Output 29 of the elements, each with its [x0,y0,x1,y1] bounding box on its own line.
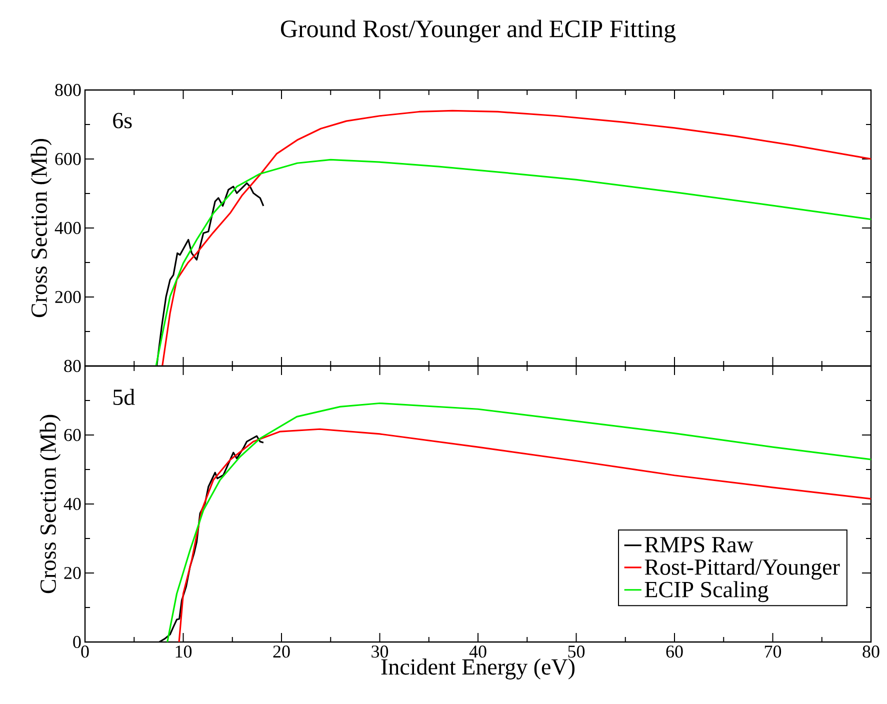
x-tick-label: 70 [764,646,782,658]
y-tick-label: 40 [64,498,81,510]
x-tick-label: 50 [568,646,585,658]
y-tick-label: 60 [64,428,81,442]
y-tick-label: 200 [55,290,81,304]
y-axis-title: Cross Section (Mb) [30,138,52,318]
chart-title: Ground Rost/Younger and ECIP Fitting [280,20,676,42]
y-tick-label: 800 [55,84,81,96]
x-tick-label: 0 [81,646,89,658]
line-series [162,110,871,366]
legend-label: ECIP Scaling [644,581,768,602]
x-tick-label: 10 [176,646,192,658]
y-tick-label: 0 [73,636,81,648]
x-tick-label: 30 [372,646,388,658]
line-series [155,158,871,366]
legend-label: Rost-Pittard/Younger [644,558,840,580]
y-tick-label: 80 [64,360,81,372]
x-tick-label: 20 [273,646,290,658]
x-axis-title: Incident Energy (eV) [381,658,574,680]
x-tick-label: 80 [862,646,880,658]
annotation: 5d [113,388,135,406]
annotation: 6s [113,112,132,128]
y-axis-title: Cross Section (Mb) [40,414,61,594]
x-tick-label: 60 [666,646,683,658]
y-tick-label: 20 [64,566,81,580]
x-tick-label: 40 [469,646,486,658]
y-tick-label: 400 [54,222,81,234]
y-tick-label: 600 [55,152,81,166]
legend-label: RMPS Raw [644,536,754,552]
